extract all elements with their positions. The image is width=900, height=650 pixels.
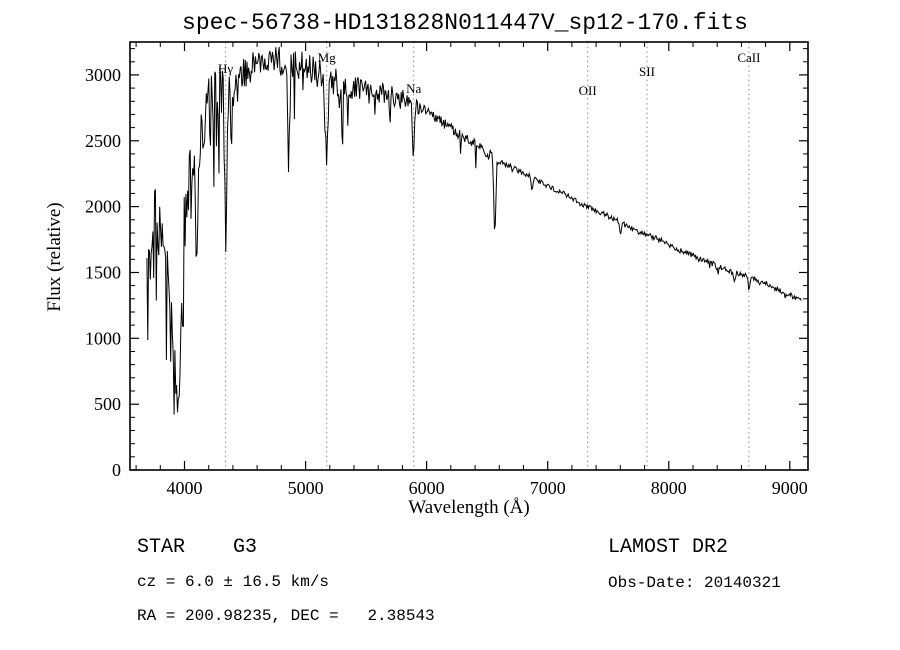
y-tick-label: 0 xyxy=(112,460,121,480)
x-tick-label: 5000 xyxy=(288,478,324,498)
plot-frame xyxy=(129,41,809,471)
survey-label: LAMOST DR2 xyxy=(608,536,729,559)
marker-label: SII xyxy=(639,64,655,79)
x-tick-label: 4000 xyxy=(167,478,203,498)
y-tick-label: 500 xyxy=(94,394,121,414)
obs-date-label: Obs-Date: 20140321 xyxy=(608,574,781,592)
x-tick-label: 8000 xyxy=(651,478,687,498)
x-tick-label: 9000 xyxy=(772,478,808,498)
redshift-velocity-label: cz = 6.0 ± 16.5 km/s xyxy=(137,573,330,591)
marker-label: CaII xyxy=(737,50,760,65)
y-tick-label: 2500 xyxy=(85,131,121,151)
y-tick-label: 3000 xyxy=(85,65,121,85)
marker-label: Na xyxy=(406,81,421,96)
x-axis-label: Wavelength (Å) xyxy=(408,497,530,518)
x-tick-label: 6000 xyxy=(409,478,445,498)
y-axis-label: Flux (relative) xyxy=(44,202,65,312)
ra-dec-label: RA = 200.98235, DEC = 2.38543 xyxy=(137,607,435,625)
marker-label: Mg xyxy=(318,50,337,65)
chart-title: spec-56738-HD131828N011447V_sp12-170.fit… xyxy=(182,10,748,36)
spectrum-line xyxy=(146,46,802,415)
object-class-label: STAR G3 xyxy=(137,536,258,559)
marker-label: OII xyxy=(579,83,597,98)
x-tick-label: 7000 xyxy=(530,478,566,498)
y-tick-label: 1500 xyxy=(85,263,121,283)
y-tick-label: 1000 xyxy=(85,328,121,348)
y-tick-label: 2000 xyxy=(85,197,121,217)
